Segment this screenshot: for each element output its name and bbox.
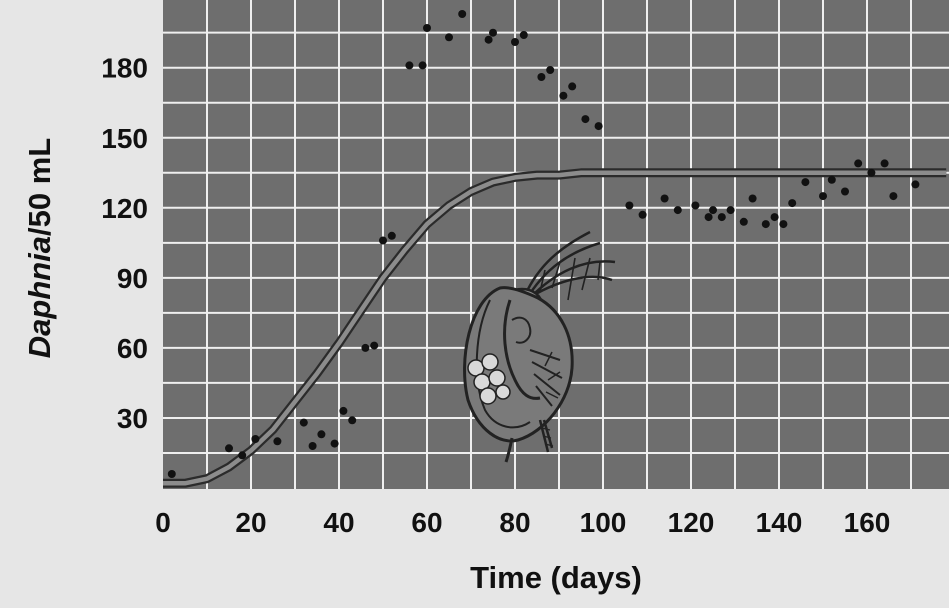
gridlines bbox=[163, 0, 949, 489]
data-point bbox=[827, 175, 836, 184]
data-point bbox=[568, 82, 577, 91]
data-point bbox=[370, 341, 379, 350]
x-tick-label: 100 bbox=[580, 507, 627, 538]
x-tick-label: 80 bbox=[499, 507, 530, 538]
data-point bbox=[761, 220, 770, 229]
data-point bbox=[361, 343, 370, 352]
data-point bbox=[739, 217, 748, 226]
data-point bbox=[458, 10, 467, 18]
data-point bbox=[841, 187, 849, 196]
data-point bbox=[691, 201, 700, 210]
data-point bbox=[704, 213, 713, 222]
data-point bbox=[673, 206, 682, 215]
data-point bbox=[625, 201, 634, 210]
data-point bbox=[748, 194, 757, 203]
data-point bbox=[854, 159, 863, 168]
y-axis-title: Daphnia/50 mL bbox=[22, 138, 57, 359]
data-point bbox=[638, 210, 647, 219]
data-point bbox=[559, 91, 568, 100]
data-point bbox=[519, 31, 528, 39]
data-point bbox=[867, 168, 876, 177]
data-point bbox=[880, 159, 889, 168]
data-point bbox=[445, 33, 453, 42]
daphnia-icon bbox=[463, 230, 616, 463]
x-tick-label: 20 bbox=[235, 507, 266, 538]
data-point bbox=[537, 73, 546, 81]
data-point bbox=[423, 24, 431, 32]
data-point bbox=[726, 206, 735, 215]
data-point bbox=[339, 406, 348, 415]
data-point bbox=[546, 66, 555, 74]
x-tick-label: 0 bbox=[155, 507, 171, 538]
data-point bbox=[889, 192, 898, 201]
data-point bbox=[484, 35, 493, 44]
data-point bbox=[717, 213, 726, 222]
y-tick-label: 180 bbox=[101, 53, 148, 84]
data-point bbox=[489, 28, 497, 37]
data-point bbox=[299, 418, 308, 427]
data-point bbox=[348, 416, 357, 425]
data-point bbox=[273, 437, 282, 446]
data-point bbox=[594, 122, 603, 131]
y-tick-label: 90 bbox=[117, 263, 148, 294]
y-tick-label: 30 bbox=[117, 403, 148, 434]
data-point bbox=[788, 199, 797, 208]
data-point bbox=[405, 61, 414, 70]
x-tick-label: 120 bbox=[668, 507, 715, 538]
data-point bbox=[709, 206, 717, 215]
data-points bbox=[167, 10, 920, 478]
y-tick-label: 120 bbox=[101, 193, 148, 224]
data-point bbox=[308, 442, 317, 450]
y-axis-title-unit: /50 mL bbox=[22, 138, 57, 236]
data-point bbox=[819, 192, 827, 201]
data-point bbox=[238, 451, 247, 460]
x-axis-title: Time (days) bbox=[470, 560, 642, 595]
data-point bbox=[317, 430, 326, 439]
data-point bbox=[379, 236, 387, 245]
data-point bbox=[387, 231, 396, 240]
logistic-curve bbox=[163, 168, 947, 488]
x-tick-label: 160 bbox=[844, 507, 891, 538]
data-point bbox=[418, 61, 427, 70]
data-point bbox=[330, 439, 339, 448]
data-point bbox=[167, 470, 176, 478]
data-point bbox=[251, 435, 260, 443]
data-point bbox=[511, 38, 519, 46]
x-tick-label: 60 bbox=[411, 507, 442, 538]
data-point bbox=[911, 180, 920, 189]
tick-labels: 0 20 40 60 80 100 120 140 160 30 60 90 120 150 180 bbox=[101, 53, 890, 538]
data-point bbox=[660, 194, 669, 203]
y-tick-label: 60 bbox=[117, 333, 148, 364]
y-axis-title-italic: Daphnia bbox=[22, 236, 57, 358]
curve-line bbox=[163, 170, 947, 486]
data-point bbox=[779, 220, 788, 229]
x-tick-label: 140 bbox=[756, 507, 803, 538]
data-point bbox=[770, 213, 779, 222]
data-point bbox=[801, 178, 810, 187]
y-tick-label: 150 bbox=[101, 123, 148, 154]
x-tick-label: 40 bbox=[323, 507, 354, 538]
data-point bbox=[225, 444, 233, 453]
data-point bbox=[581, 115, 590, 124]
